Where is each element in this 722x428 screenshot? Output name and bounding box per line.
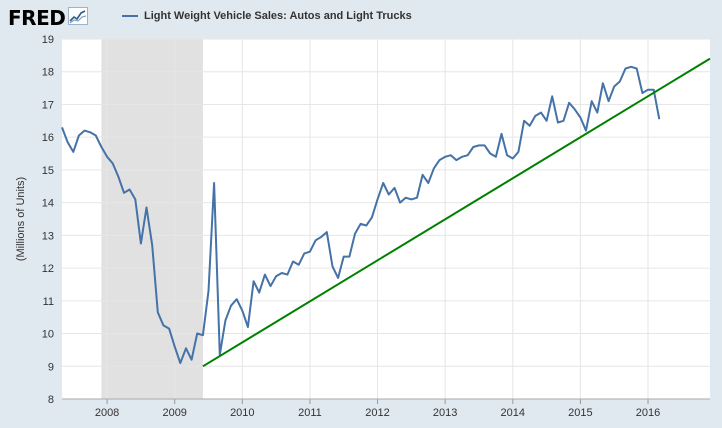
x-tick-label: 2008 [95,407,119,419]
y-tick-label: 11 [43,296,54,308]
y-tick-label: 18 [42,67,54,79]
x-tick-label: 2015 [568,407,592,419]
y-tick-label: 10 [42,329,54,341]
series-line-vehicle-sales [61,65,661,364]
y-tick-label: 15 [42,165,54,177]
fred-mini-chart-icon [68,6,89,30]
y-tick-label: 13 [42,230,54,242]
recession-shading [101,39,203,399]
x-tick-label: 2012 [365,407,389,419]
y-tick-label: 16 [42,132,54,144]
trend-line [202,57,711,368]
y-tick-label: 12 [42,263,54,275]
x-tick-label: 2009 [162,407,186,419]
x-tick-label: 2013 [433,407,457,419]
y-tick-label: 9 [48,361,54,373]
x-tick-label: 2011 [298,407,322,419]
chart-legend: Light Weight Vehicle Sales: Autos and Li… [122,10,412,22]
y-tick-label: 8 [48,394,54,406]
legend-label: Light Weight Vehicle Sales: Autos and Li… [144,10,412,22]
y-tick-label: 17 [42,99,54,111]
y-tick-label: 14 [42,198,54,210]
y-tick-label: 19 [42,34,54,46]
legend-swatch [122,15,138,17]
x-tick-label: 2016 [636,407,660,419]
x-tick-label: 2010 [230,407,254,419]
y-axis-label: (Millions of Units) [15,177,27,261]
fred-logo[interactable]: FRED [8,6,89,30]
fred-logo-text: FRED [8,6,66,30]
x-tick-label: 2014 [501,407,525,419]
